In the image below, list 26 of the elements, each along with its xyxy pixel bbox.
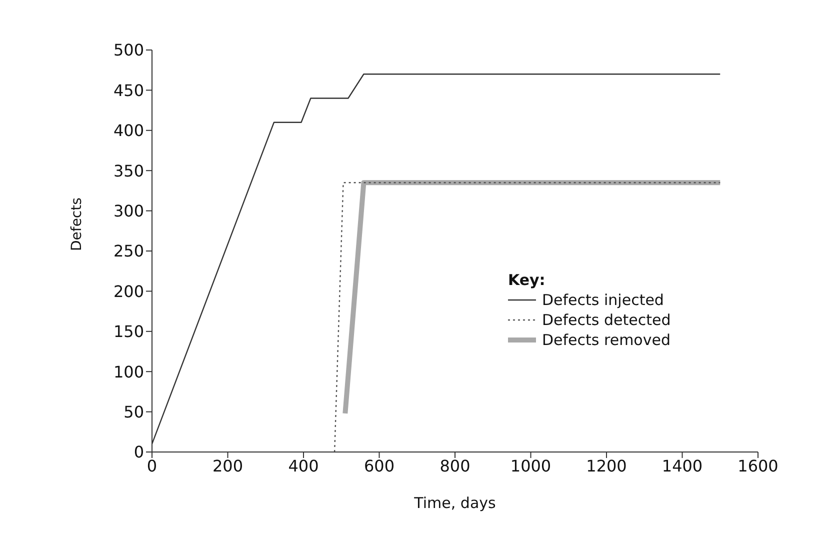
y-tick-label: 450 [113,80,144,100]
x-axis-title: Time, days [413,494,496,512]
x-tick-label: 1200 [586,456,627,476]
legend-label: Defects detected [542,310,671,330]
y-tick-label: 150 [113,322,144,342]
y-tick-label: 200 [113,282,144,301]
y-tick-label: 50 [124,402,144,422]
x-tick-label: 800 [440,456,470,476]
x-tick-label: 1000 [510,456,552,476]
legend-title: Key: [508,270,546,290]
legend-label: Defects removed [542,330,670,350]
y-tick-label: 400 [113,121,144,140]
x-tick-label: 600 [364,456,395,476]
y-tick-label: 100 [113,362,144,382]
y-tick-label: 300 [113,201,144,220]
x-tick-label: 1600 [738,456,778,476]
y-tick-label: 500 [113,40,144,60]
legend-label: Defects injected [542,290,664,310]
x-tick-label: 1400 [662,456,703,476]
x-tick-label: 0 [146,456,158,476]
x-tick-label: 200 [212,456,244,476]
y-tick-label: 250 [113,242,144,261]
y-axis-title: Defects [68,198,85,251]
y-tick-label: 350 [113,161,144,180]
y-tick-label: 0 [134,442,144,462]
x-tick-label: 400 [288,456,319,476]
